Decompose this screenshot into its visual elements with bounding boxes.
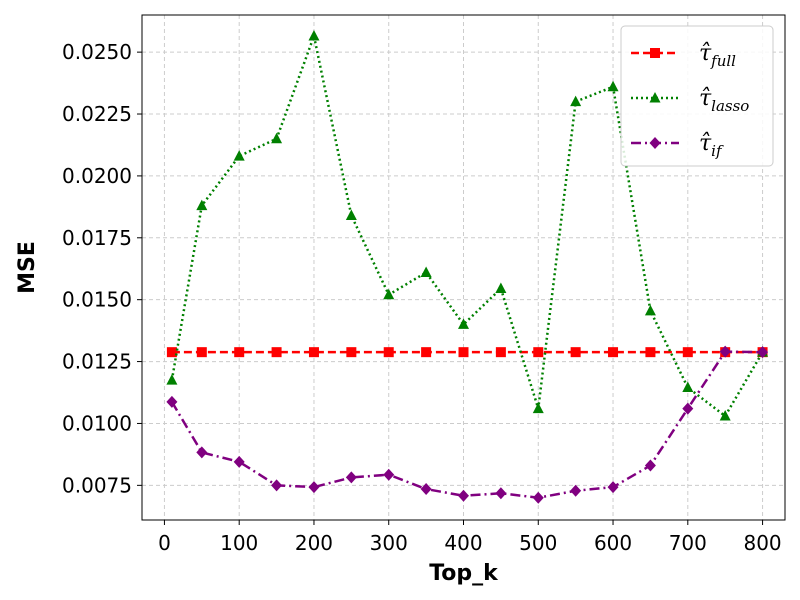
y-tick-label: 0.0225: [62, 102, 132, 126]
y-tick-label: 0.0125: [62, 350, 132, 374]
y-tick-label: 0.0200: [62, 164, 132, 188]
series-if: [166, 345, 769, 504]
y-tick-label: 0.0250: [62, 40, 132, 64]
legend-item-lasso: τ̂lasso: [631, 86, 749, 115]
data-point-if: [682, 402, 694, 415]
y-axis-title: MSE: [15, 241, 40, 294]
data-point-if: [607, 481, 619, 494]
x-tick-label: 500: [519, 531, 557, 555]
data-point-full: [645, 347, 656, 358]
data-point-if: [757, 346, 769, 359]
legend-item-if: τ̂if: [631, 131, 724, 160]
data-point-if: [644, 459, 656, 472]
data-point-if: [719, 345, 731, 358]
legend-marker: [650, 48, 660, 58]
legend-label: τ̂if: [699, 131, 724, 160]
data-point-lasso: [532, 402, 544, 414]
data-point-if: [532, 491, 544, 504]
data-point-lasso: [719, 410, 731, 421]
data-point-if: [308, 481, 320, 494]
x-axis-title: Top_k: [429, 561, 499, 586]
y-tick-label: 0.0075: [62, 473, 132, 497]
x-tick-label: 0: [158, 531, 171, 555]
data-point-full: [682, 347, 693, 358]
data-point-full: [421, 347, 432, 358]
series-layer: [166, 30, 769, 504]
data-point-full: [308, 347, 319, 358]
x-tick-label: 200: [295, 531, 333, 555]
data-point-full: [608, 347, 619, 358]
data-point-full: [166, 347, 177, 358]
legend-box: [620, 25, 774, 167]
legend-label: τ̂lasso: [699, 86, 749, 115]
data-point-if: [383, 468, 395, 481]
data-point-lasso: [420, 266, 432, 277]
data-point-lasso: [166, 374, 178, 385]
legend-marker: [649, 92, 661, 103]
y-tick-label: 0.0175: [62, 226, 132, 250]
x-tick-label: 600: [594, 531, 632, 555]
data-point-lasso: [495, 282, 507, 294]
series-line-if: [170, 350, 763, 499]
series-line-lasso: [170, 31, 764, 418]
data-point-lasso: [233, 150, 245, 161]
x-tick-label: 800: [743, 531, 781, 555]
data-point-if: [570, 484, 582, 497]
data-point-lasso: [345, 209, 357, 221]
data-point-full: [196, 347, 207, 358]
data-point-lasso: [271, 132, 283, 144]
data-point-lasso: [607, 80, 619, 92]
data-point-full: [570, 347, 581, 358]
legend-item-full: τ̂full: [631, 41, 736, 70]
data-point-lasso: [570, 95, 582, 107]
legend: τ̂full τ̂lasso τ̂if: [620, 25, 774, 167]
data-point-if: [495, 487, 507, 500]
data-point-lasso: [458, 318, 469, 329]
data-point-full: [383, 347, 394, 358]
data-point-lasso: [196, 199, 208, 211]
data-point-lasso: [682, 381, 694, 393]
y-tick-label: 0.0100: [62, 411, 132, 435]
legend-label: τ̂full: [699, 41, 736, 70]
x-tick-label: 700: [669, 531, 707, 555]
data-point-if: [345, 471, 357, 484]
data-point-if: [196, 446, 208, 459]
x-axis: 0 100 200 300 400 500 600 700 800: [158, 520, 782, 555]
y-tick-label: 0.0150: [62, 288, 132, 312]
data-point-lasso: [383, 288, 395, 300]
data-point-lasso: [308, 30, 320, 41]
x-tick-label: 300: [370, 531, 408, 555]
data-point-full: [234, 347, 245, 358]
data-point-full: [533, 347, 544, 358]
data-point-if: [233, 455, 245, 468]
data-point-if: [166, 395, 178, 408]
data-point-full: [458, 347, 469, 358]
data-point-lasso: [644, 304, 656, 316]
data-point-full: [271, 347, 282, 358]
x-tick-label: 400: [444, 531, 482, 555]
x-tick-label: 100: [220, 531, 258, 555]
data-point-full: [495, 347, 506, 358]
data-point-if: [420, 483, 432, 496]
data-point-full: [346, 347, 357, 358]
data-point-if: [458, 489, 469, 502]
legend-marker: [649, 137, 661, 149]
data-point-if: [271, 479, 283, 492]
y-axis: 0.0075 0.0100 0.0125 0.0150 0.0175 0.0200 0.02…: [62, 40, 142, 497]
